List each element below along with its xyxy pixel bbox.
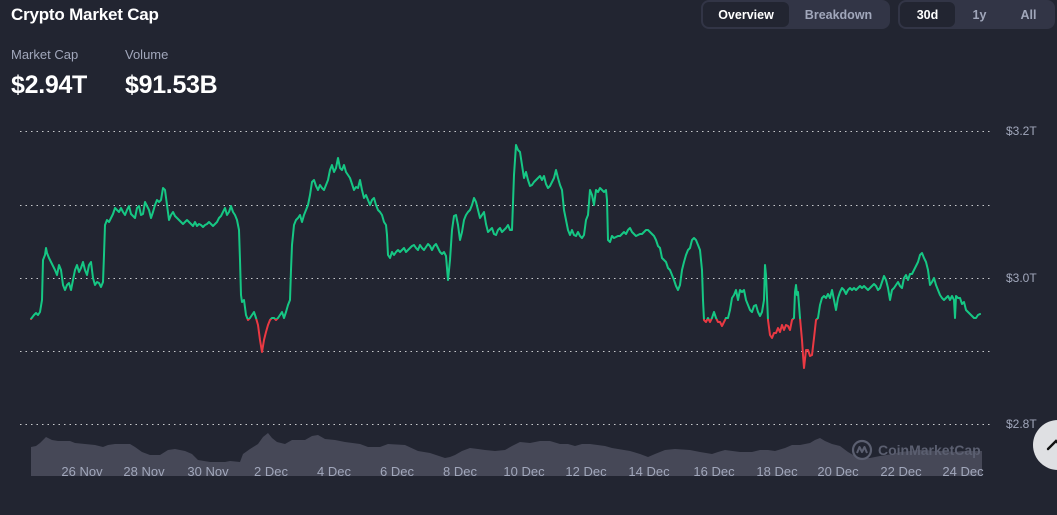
tab-overview[interactable]: Overview — [703, 2, 789, 27]
range-30d[interactable]: 30d — [900, 2, 955, 27]
y-tick-3.0t: $3.0T — [1006, 271, 1037, 285]
volume-label: Volume — [125, 47, 169, 62]
watermark-text: CoinMarketCap — [878, 442, 981, 458]
y-tick-3.2t: $3.2T — [1006, 124, 1037, 138]
grid-lines — [20, 131, 990, 425]
x-tick: 2 Dec — [254, 464, 288, 479]
price-line-up — [30, 144, 981, 319]
x-tick: 12 Dec — [565, 464, 607, 479]
market-cap-label: Market Cap — [11, 47, 79, 62]
view-toggle: Overview Breakdown — [701, 0, 890, 29]
x-tick: 10 Dec — [503, 464, 545, 479]
coinmarketcap-watermark: CoinMarketCap — [851, 439, 981, 461]
x-tick: 20 Dec — [817, 464, 859, 479]
x-tick: 4 Dec — [317, 464, 351, 479]
x-tick: 28 Nov — [123, 464, 165, 479]
x-tick: 22 Dec — [880, 464, 922, 479]
chevron-up-icon — [1046, 439, 1057, 451]
range-toggle: 30d 1y All — [898, 0, 1055, 29]
x-tick: 18 Dec — [756, 464, 798, 479]
volume-area — [31, 433, 982, 476]
x-tick: 14 Dec — [628, 464, 670, 479]
y-tick-2.8t: $2.8T — [1006, 417, 1037, 431]
x-tick: 26 Nov — [61, 464, 103, 479]
volume-value: $91.53B — [125, 71, 218, 99]
x-tick: 6 Dec — [380, 464, 414, 479]
coinmarketcap-logo-icon — [851, 439, 873, 461]
x-tick: 24 Dec — [942, 464, 984, 479]
tab-breakdown[interactable]: Breakdown — [789, 2, 888, 27]
price-line-down — [30, 319, 976, 369]
x-tick: 8 Dec — [443, 464, 477, 479]
page-title: Crypto Market Cap — [11, 5, 159, 24]
volume-stat: Volume $91.53B — [125, 47, 218, 100]
range-all[interactable]: All — [1004, 2, 1053, 27]
range-1y[interactable]: 1y — [955, 2, 1004, 27]
x-tick: 16 Dec — [693, 464, 735, 479]
market-cap-stat: Market Cap $2.94T — [11, 47, 87, 100]
market-cap-value: $2.94T — [11, 71, 88, 99]
x-tick: 30 Nov — [187, 464, 229, 479]
